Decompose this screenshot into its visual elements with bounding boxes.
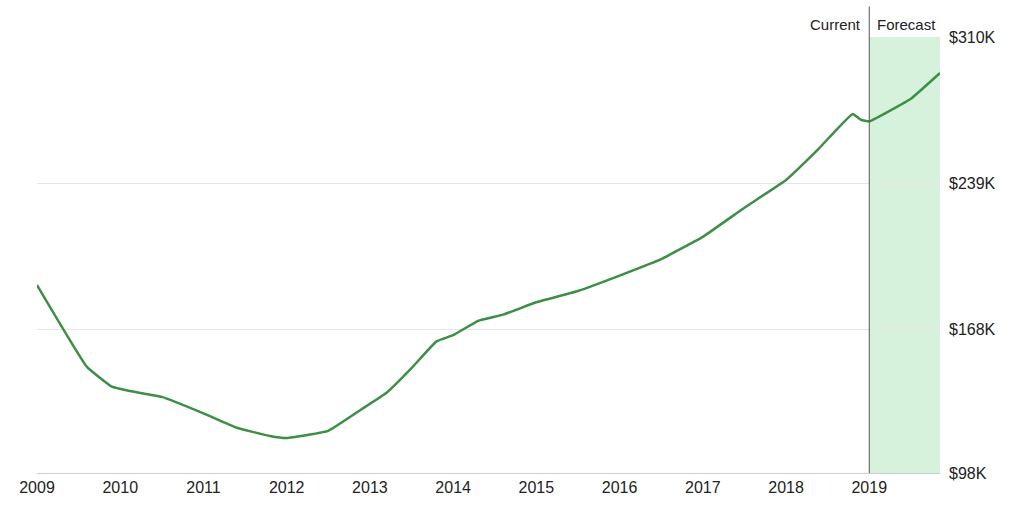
svg-text:$98K: $98K [949,465,987,482]
svg-text:2016: 2016 [602,479,638,496]
svg-text:2010: 2010 [102,479,138,496]
svg-text:2018: 2018 [768,479,804,496]
svg-text:2019: 2019 [851,479,887,496]
svg-text:2017: 2017 [685,479,721,496]
svg-text:$239K: $239K [949,175,996,192]
svg-text:$168K: $168K [949,321,996,338]
svg-text:2015: 2015 [519,479,555,496]
svg-text:2011: 2011 [186,479,221,496]
svg-text:Forecast: Forecast [877,16,936,33]
svg-text:2013: 2013 [352,479,388,496]
svg-text:$310K: $310K [949,29,996,46]
svg-text:2012: 2012 [269,479,305,496]
svg-text:Current: Current [810,16,861,33]
svg-text:2014: 2014 [435,479,471,496]
svg-text:2009: 2009 [19,479,55,496]
